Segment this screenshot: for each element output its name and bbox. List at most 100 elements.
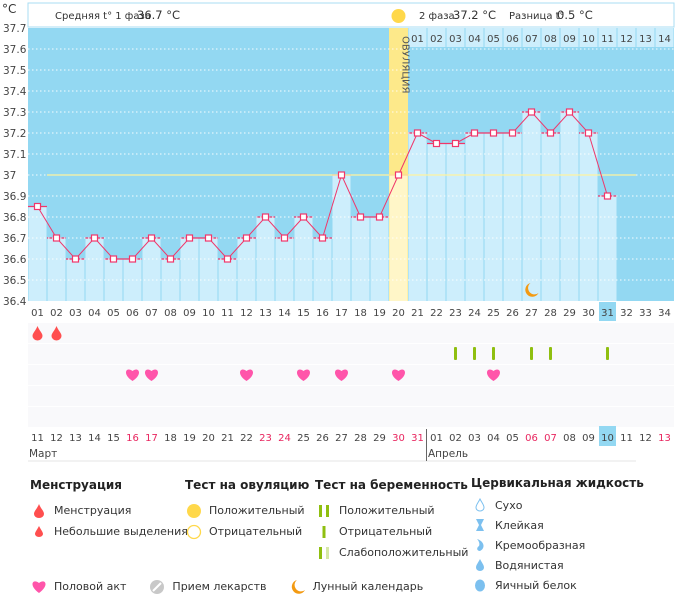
watery-icon (471, 558, 489, 572)
cycle-day-label: 31 (601, 308, 614, 319)
y-tick-label: 37.2 (3, 128, 26, 140)
cycle-day-label: 03 (69, 308, 82, 319)
temperature-point (299, 213, 308, 221)
menstruation-drop-icon (51, 326, 62, 341)
legend-bottom: Половой акт Прием лекарств Лунный календ… (30, 576, 423, 595)
current-day-highlight (599, 302, 616, 321)
cycle-day-label: 25 (487, 308, 500, 319)
pregnancy-test-icon (549, 347, 552, 360)
phase2-day-cell (465, 28, 484, 47)
y-tick-label: 37.4 (3, 86, 27, 98)
legend-title: Тест на беременность (315, 478, 468, 492)
pill-icon (148, 579, 166, 595)
phase2-day-label: 06 (506, 34, 519, 45)
cycle-day-label: 04 (88, 308, 101, 319)
phase2-day-label: 05 (487, 34, 500, 45)
temperature-point (432, 139, 441, 148)
temperature-point (242, 234, 251, 242)
temperature-point (394, 171, 403, 179)
symbol-row (28, 407, 674, 427)
cycle-day-label: 17 (335, 308, 348, 319)
legend-title: Тест на овуляцию (185, 478, 310, 492)
y-tick-label: 37.5 (3, 65, 26, 77)
cycle-day-label: 09 (183, 308, 196, 319)
phase2-day-label: 10 (582, 34, 595, 45)
temperature-bar (313, 238, 332, 301)
phase2-value: 37.2 °C (453, 8, 496, 22)
cycle-day-label: 10 (202, 308, 215, 319)
date-label: 04 (487, 433, 500, 444)
today-highlight (599, 426, 616, 446)
temperature-point (147, 234, 156, 242)
date-label: 03 (468, 433, 481, 444)
legend-label: Прием лекарств (172, 580, 267, 593)
date-label: 30 (392, 433, 405, 444)
phase2-day-cell (408, 28, 427, 47)
pregnancy-test-icon (492, 347, 495, 360)
cycle-day-label: 32 (620, 308, 633, 319)
temperature-point (52, 234, 61, 242)
moon-icon (525, 283, 539, 297)
legend-label: Отрицательный (209, 525, 303, 538)
phase2-day-cell (541, 28, 560, 47)
heart-icon (144, 369, 159, 381)
date-label: 29 (373, 433, 386, 444)
cycle-day-label: 22 (430, 308, 443, 319)
date-label: 07 (544, 433, 557, 444)
cycle-day-label: 26 (506, 308, 519, 319)
date-label: 19 (183, 433, 196, 444)
phase2-day-cell (579, 28, 598, 47)
phase2-day-label: 04 (468, 34, 481, 45)
cycle-day-label: 23 (449, 308, 462, 319)
legend-pregnancy-test: Тест на беременность Положительный Отриц… (315, 478, 468, 563)
heart-icon (486, 369, 501, 381)
date-label: 23 (259, 433, 272, 444)
temperature-point (451, 139, 460, 148)
symbol-row (28, 365, 674, 385)
y-tick-label: 36.7 (3, 233, 26, 245)
creamy-icon (471, 538, 489, 552)
egg-white-icon (471, 578, 489, 592)
y-tick-label: 36.8 (3, 212, 26, 224)
temperature-point (337, 171, 346, 179)
cycle-day-label: 20 (392, 308, 405, 319)
date-label: 31 (411, 433, 424, 444)
temperature-point (90, 234, 99, 242)
phase2-day-label: 03 (449, 34, 462, 45)
date-label: 11 (31, 433, 44, 444)
phase2-day-label: 12 (620, 34, 633, 45)
phase2-day-cell (560, 28, 579, 47)
month-label: Апрель (428, 448, 468, 460)
temperature-point (470, 129, 479, 137)
date-label: 26 (316, 433, 329, 444)
test-faint-icon (315, 546, 333, 560)
temperature-bar (161, 259, 180, 301)
date-label: 09 (582, 433, 595, 444)
phase2-day-label: 09 (563, 34, 576, 45)
date-label: 10 (601, 433, 614, 444)
temperature-bar (85, 238, 104, 301)
phase2-day-label: 13 (639, 34, 652, 45)
temperature-point (584, 129, 593, 137)
legend-label: Положительный (339, 504, 435, 517)
legend-label: Отрицательный (339, 525, 433, 538)
legend-cervical: Цервикальная жидкость Сухо Клейкая Кремо… (471, 476, 644, 595)
phase2-day-cell (598, 28, 617, 47)
date-label: 14 (88, 433, 101, 444)
temperature-point (261, 213, 270, 221)
temperature-bar (446, 143, 465, 301)
phase2-day-label: 08 (544, 34, 557, 45)
cycle-day-label: 30 (582, 308, 595, 319)
diff-label: Разница t° (509, 11, 565, 22)
temperature-bar (237, 238, 256, 301)
phase2-day-cell (503, 28, 522, 47)
temperature-bar (427, 143, 446, 301)
legend-label: Лунный календарь (312, 580, 424, 593)
phase1-label: Средняя t° 1 фаза (55, 11, 151, 22)
ovulation-sun-icon (391, 9, 406, 23)
date-label: 21 (221, 433, 234, 444)
date-label: 28 (354, 433, 367, 444)
cycle-day-label: 21 (411, 308, 424, 319)
temperature-bar (47, 238, 66, 301)
